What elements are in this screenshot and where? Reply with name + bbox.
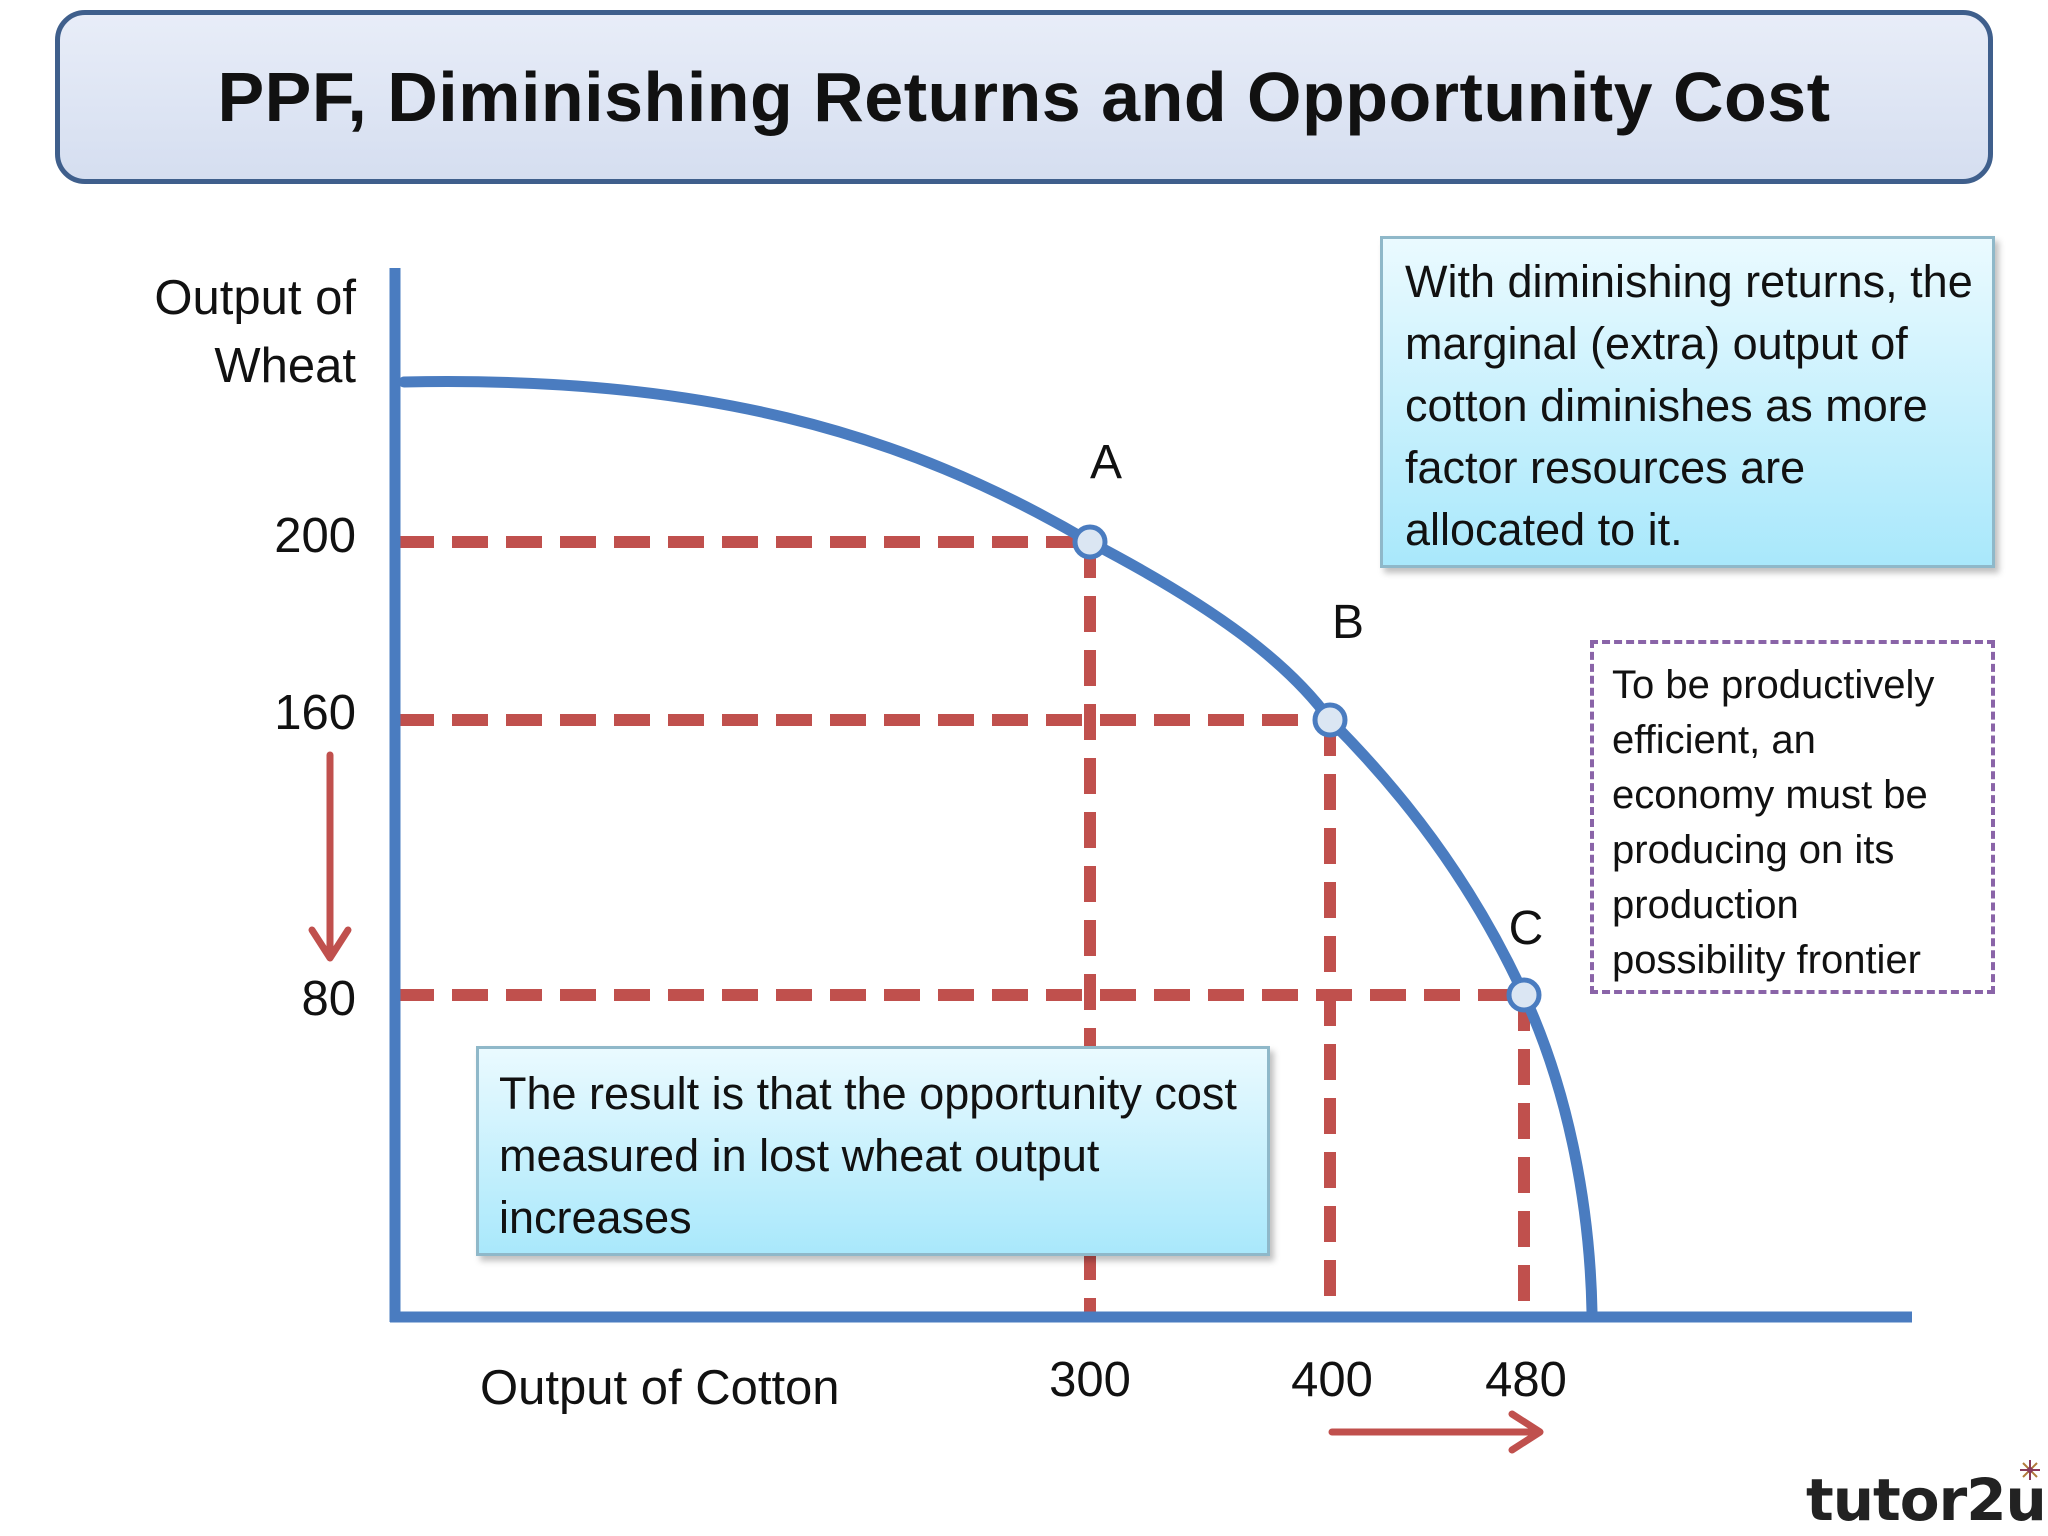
note-opportunity-cost-result: The result is that the opportunity cost … — [476, 1046, 1270, 1256]
x-tick-400: 400 — [1291, 1353, 1373, 1407]
guide-lines — [398, 536, 1530, 1315]
note-productive-efficiency: To be productively efficient, an economy… — [1590, 640, 1995, 994]
point-c-label: C — [1509, 902, 1544, 955]
y-axis-label-line1: Output of — [154, 271, 356, 325]
y-tick-200: 200 — [274, 509, 356, 563]
x-axis-label: Output of Cotton — [480, 1361, 840, 1415]
page-title: PPF, Diminishing Returns and Opportunity… — [217, 58, 1831, 136]
point-b-marker — [1312, 702, 1348, 738]
y-axis-label-line2: Wheat — [214, 339, 356, 393]
points: A B C — [1072, 436, 1544, 1013]
point-b-label: B — [1332, 596, 1364, 649]
x-tick-300: 300 — [1049, 1353, 1131, 1407]
title-banner: PPF, Diminishing Returns and Opportunity… — [55, 10, 1993, 184]
point-a-label: A — [1090, 436, 1122, 489]
x-tick-480: 480 — [1485, 1353, 1567, 1407]
point-c-marker — [1506, 977, 1542, 1013]
right-arrow-icon — [1328, 1410, 1544, 1454]
y-tick-160: 160 — [274, 686, 356, 740]
logo-star-icon — [2020, 1460, 2040, 1480]
note-diminishing-returns: With diminishing returns, the marginal (… — [1380, 236, 1995, 568]
point-a-marker — [1072, 524, 1108, 560]
y-tick-80: 80 — [301, 972, 356, 1026]
axes — [389, 268, 1912, 1323]
down-arrow-icon — [308, 751, 352, 962]
ppf-curve — [398, 376, 1598, 1318]
tutor2u-logo: tutor2u — [1806, 1466, 2047, 1534]
